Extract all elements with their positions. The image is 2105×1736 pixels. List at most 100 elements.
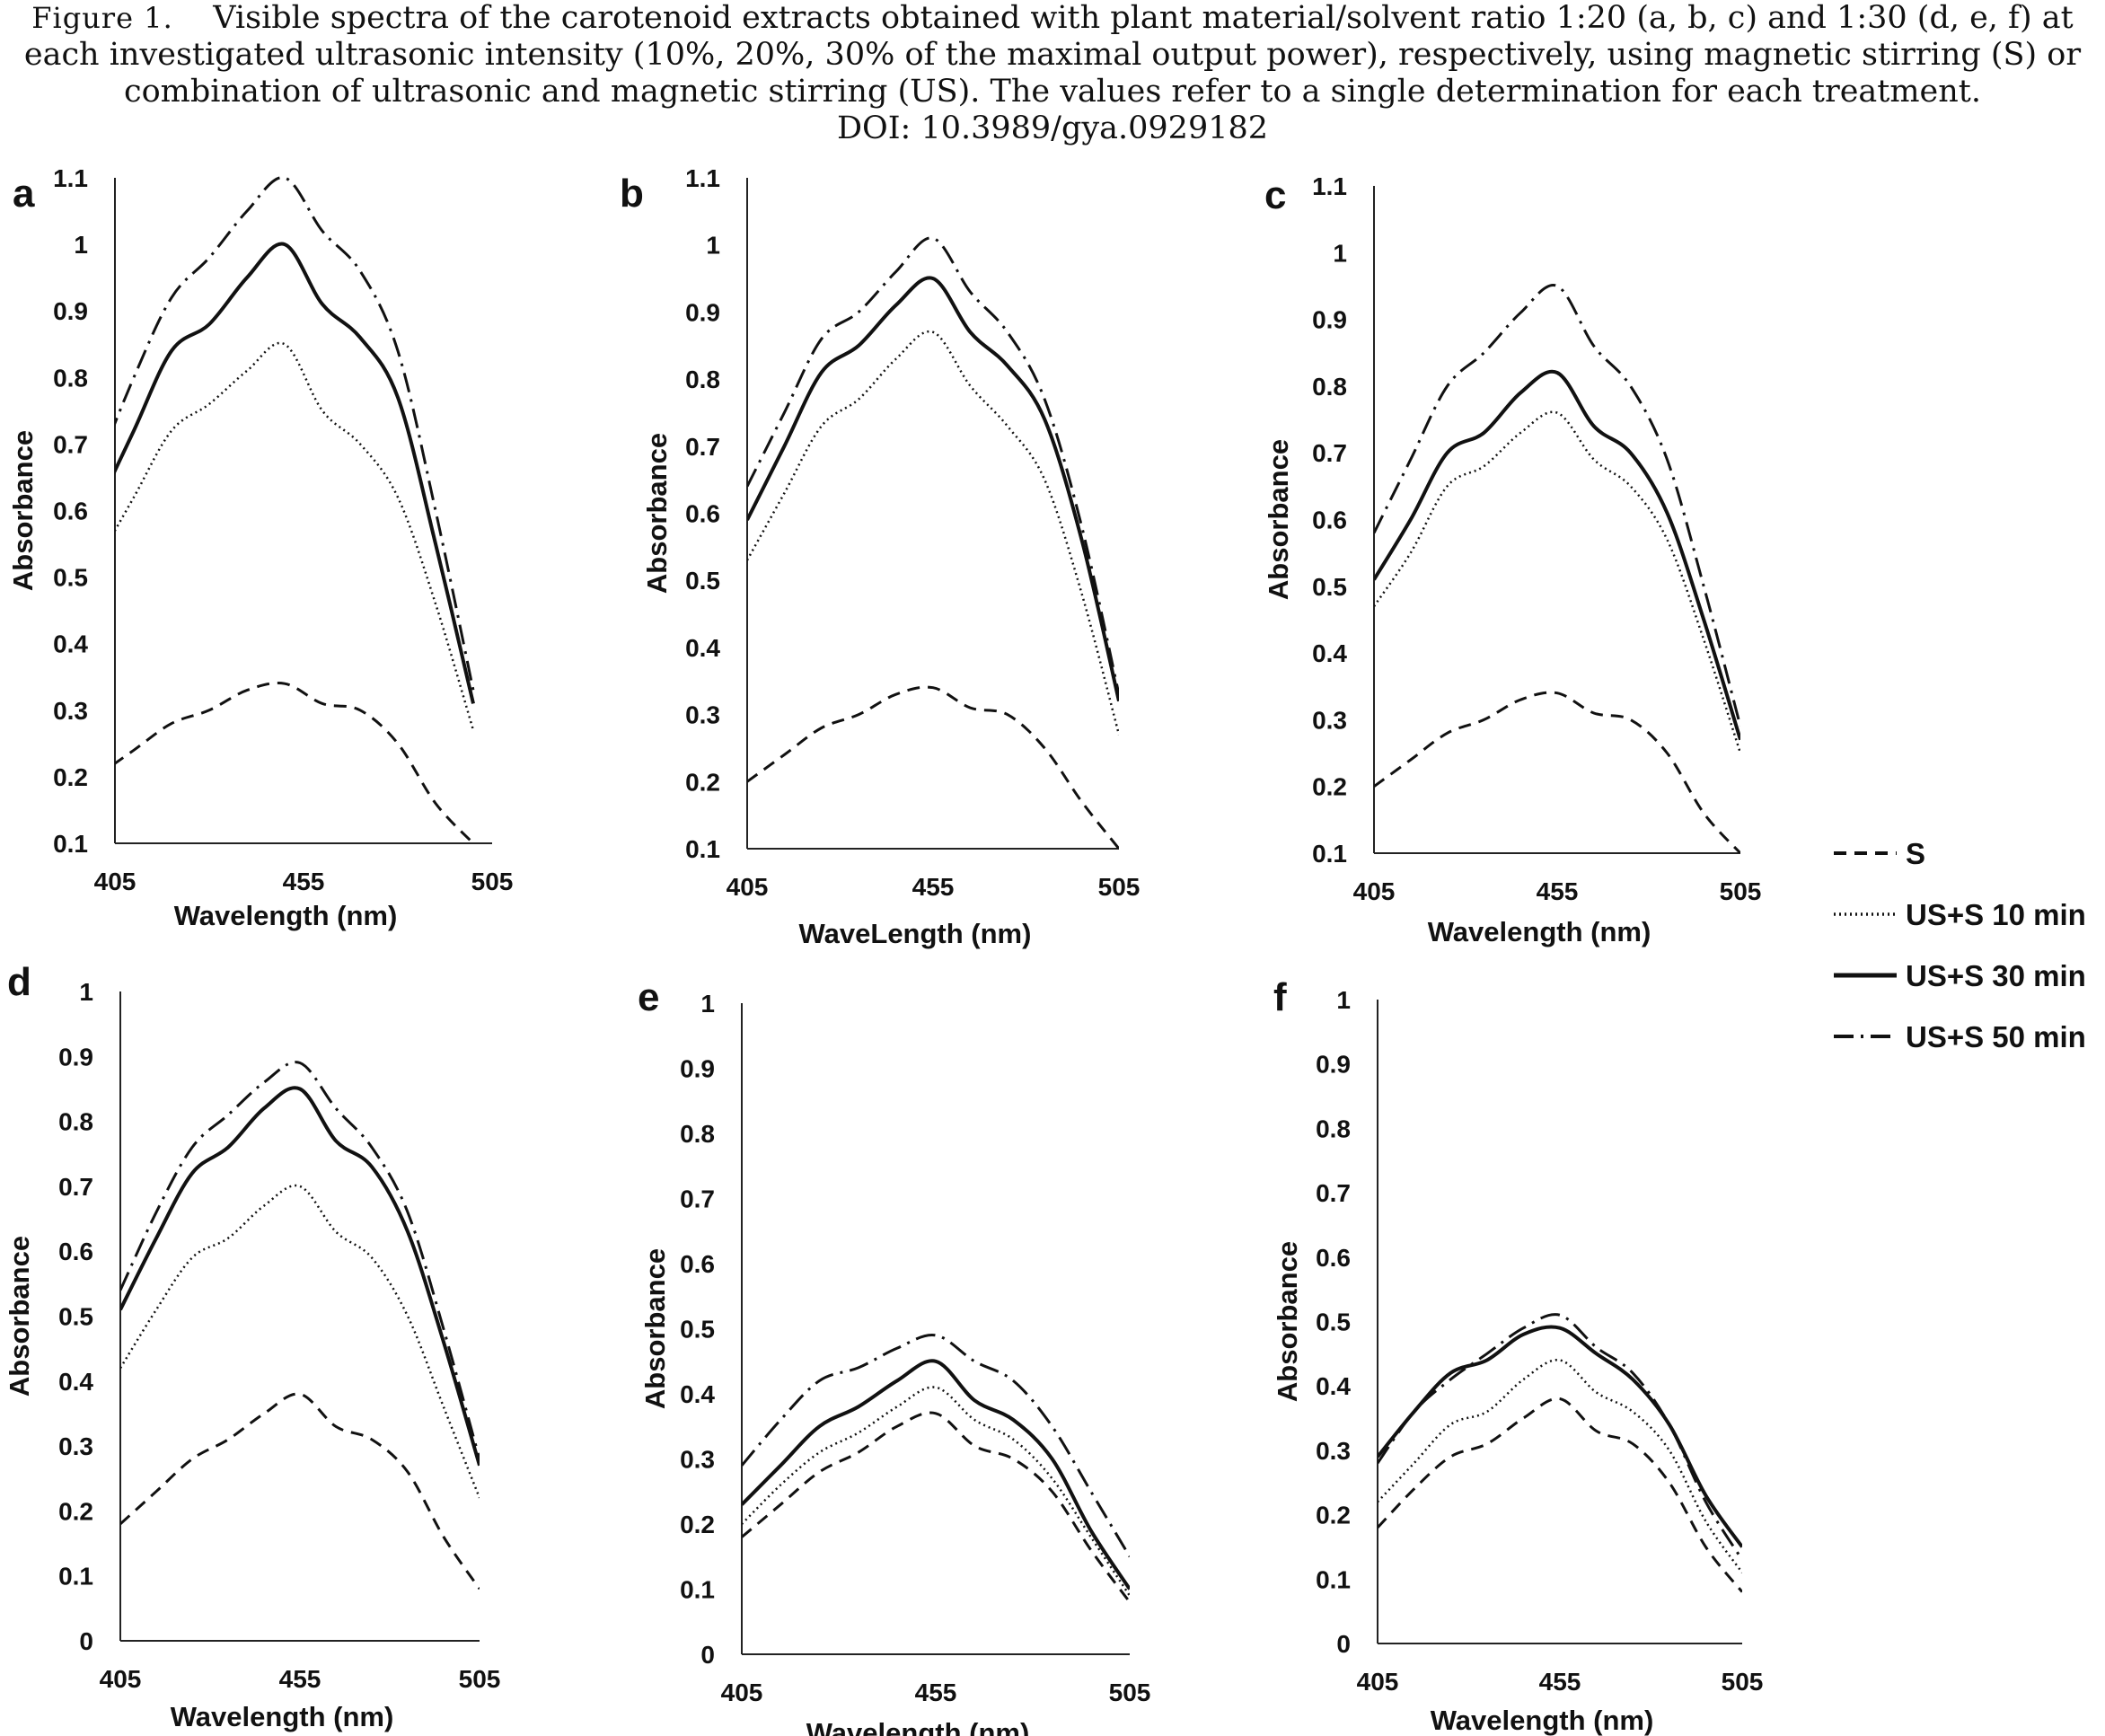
series-line-s [115, 682, 475, 843]
x-tick-label: 505 [471, 868, 514, 895]
series-line-us-s-30-min [742, 1359, 1130, 1591]
y-tick-label: 0.3 [1312, 706, 1347, 734]
y-tick-label: 0.3 [53, 697, 88, 725]
caption-text-1: Visible spectra of the carotenoid extrac… [213, 0, 2074, 36]
y-tick-label: 0.7 [58, 1173, 93, 1201]
y-tick-label: 0.6 [685, 500, 720, 528]
y-tick-label: 0 [79, 1627, 93, 1655]
y-tick-label: 0.7 [53, 430, 88, 458]
figure-caption: Figure 1. Visible spectra of the caroten… [0, 0, 2105, 147]
series-line-us-s-10-min [1374, 410, 1740, 753]
panel-label: a [13, 172, 35, 216]
y-tick-label: 0.2 [685, 768, 720, 796]
x-tick-label: 505 [1098, 873, 1141, 901]
x-tick-label: 405 [94, 868, 137, 895]
chart-panel-e: e 0 0.1 0.2 0.3 0.4 0.5 0.6 0.7 0.8 0.9 1 405 455 505 W… [638, 975, 1150, 1736]
caption-line-2: each investigated ultrasonic intensity (… [23, 37, 2082, 73]
y-tick-label: 0.8 [680, 1120, 715, 1148]
legend-label: US+S 30 min [1906, 959, 2086, 992]
series-line-s [742, 1411, 1130, 1603]
caption-line-1: Figure 1. Visible spectra of the caroten… [0, 0, 2105, 37]
y-tick-label: 0.7 [1312, 439, 1347, 467]
y-tick-label: 0.1 [1312, 840, 1347, 868]
chart-panel-c: c 0.1 0.2 0.3 0.4 0.5 0.6 0.7 0.8 0.9 1 1.1 405 455 50… [1263, 172, 1761, 947]
y-tick-label: 0.5 [58, 1303, 93, 1331]
y-axis-title: Absorbance [7, 430, 39, 591]
caption-line-3: combination of ultrasonic and magnetic s… [123, 74, 1981, 110]
y-tick-label: 0.4 [53, 630, 88, 658]
panel-label: e [638, 975, 659, 1019]
x-axis-title: Wavelength (nm) [806, 1717, 1030, 1736]
y-tick-label: 0.7 [1316, 1179, 1351, 1207]
series-line-us-s-50-min [747, 236, 1119, 695]
y-tick-label: 0.2 [58, 1497, 93, 1525]
y-tick-label: 1 [706, 232, 720, 260]
x-axis-title: Wavelength (nm) [1428, 916, 1651, 947]
y-tick-label: 1 [1333, 239, 1347, 267]
y-tick-label: 0.3 [680, 1446, 715, 1474]
y-tick-label: 1 [700, 990, 715, 1018]
x-tick-label: 505 [1720, 877, 1762, 905]
y-tick-label: 0.2 [1312, 773, 1347, 801]
y-tick-label: 0.8 [685, 366, 720, 393]
x-tick-label: 505 [1109, 1679, 1151, 1706]
panel-label: f [1273, 975, 1287, 1019]
y-tick-label: 0.9 [1316, 1051, 1351, 1079]
y-tick-label: 0 [1336, 1630, 1351, 1658]
y-tick-label: 0.9 [53, 297, 88, 325]
y-tick-label: 0.4 [58, 1368, 93, 1396]
series-line-s [1374, 691, 1740, 853]
y-tick-label: 0.9 [1312, 306, 1347, 334]
y-tick-label: 0.8 [1312, 373, 1347, 401]
y-tick-label: 0.7 [680, 1185, 715, 1213]
x-tick-label: 405 [100, 1665, 142, 1693]
series-line-us-s-50-min [120, 1061, 480, 1460]
y-tick-label: 0.6 [58, 1238, 93, 1265]
y-tick-label: 0.4 [1316, 1372, 1351, 1400]
y-tick-label: 0.6 [1312, 507, 1347, 534]
y-tick-label: 0.6 [53, 498, 88, 525]
y-tick-label: 0.5 [1312, 573, 1347, 601]
y-tick-label: 0.6 [1316, 1244, 1351, 1272]
y-tick-label: 0 [700, 1641, 715, 1669]
x-tick-label: 505 [459, 1665, 501, 1693]
caption-line-4: DOI: 10.3989/gya.0929182 [836, 110, 1269, 146]
y-tick-label: 0.4 [680, 1380, 715, 1408]
chart-panel-d: d 0 0.1 0.2 0.3 0.4 0.5 0.6 0.7 0.8 0.9 1 405 455 505 W… [4, 960, 500, 1732]
panel-label: c [1264, 173, 1286, 217]
chart-panel-f: f 0 0.1 0.2 0.3 0.4 0.5 0.6 0.7 0.8 0.9 1 405 455 505 W… [1272, 975, 1763, 1736]
y-tick-label: 0.5 [680, 1316, 715, 1344]
series-line-us-s-30-min [747, 276, 1119, 702]
y-axis-title: Absorbance [639, 1248, 671, 1409]
series-line-us-s-10-min [120, 1184, 480, 1499]
panel-label: d [7, 960, 31, 1004]
x-tick-label: 405 [727, 873, 769, 901]
y-tick-label: 0.8 [53, 364, 88, 392]
panel-label: b [620, 172, 644, 216]
y-tick-label: 0.6 [680, 1250, 715, 1278]
series-line-s [1378, 1397, 1742, 1593]
series-line-s [120, 1392, 480, 1591]
x-tick-label: 405 [721, 1679, 763, 1706]
y-tick-label: 1.1 [1312, 172, 1347, 200]
series-line-s [747, 685, 1119, 849]
x-tick-label: 405 [1353, 877, 1396, 905]
legend-label: US+S 50 min [1906, 1020, 2086, 1053]
x-tick-label: 405 [1357, 1668, 1399, 1696]
y-tick-label: 0.1 [1316, 1565, 1351, 1593]
y-tick-label: 1 [79, 978, 93, 1006]
legend-label: S [1906, 837, 1925, 870]
series-line-us-s-30-min [120, 1086, 480, 1467]
x-axis-title: WaveLength (nm) [799, 918, 1032, 949]
y-tick-label: 0.3 [685, 701, 720, 729]
series-line-us-s-50-min [1378, 1313, 1742, 1561]
y-tick-label: 1.1 [53, 164, 88, 192]
x-tick-label: 455 [915, 1679, 957, 1706]
y-tick-label: 0.5 [1316, 1309, 1351, 1336]
y-tick-label: 0.9 [680, 1055, 715, 1083]
y-tick-label: 0.9 [685, 298, 720, 326]
chart-panel-a: a 0.1 0.2 0.3 0.4 0.5 0.6 0.7 0.8 0.9 1 1.1 405 455 50… [7, 164, 513, 931]
y-tick-label: 1 [74, 231, 88, 259]
y-tick-label: 0.1 [58, 1563, 93, 1591]
